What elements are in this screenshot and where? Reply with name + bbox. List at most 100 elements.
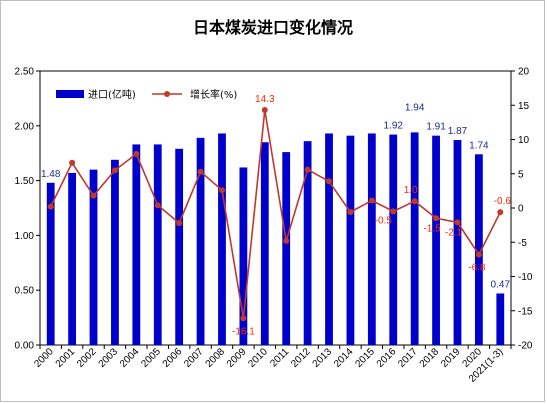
point-2003 bbox=[111, 167, 118, 174]
bar-2005 bbox=[153, 144, 162, 345]
point-2020 bbox=[475, 251, 482, 258]
x-tick-label: 2002 bbox=[75, 346, 99, 370]
point-2014 bbox=[347, 209, 354, 216]
right-tick-label: 0 bbox=[518, 204, 524, 215]
x-tick-label: 2010 bbox=[246, 346, 270, 370]
bar-data-labels: 1.48 1.921.941.91 1.871.74 0.47 bbox=[41, 102, 510, 290]
line-label-2010: 14.3 bbox=[255, 94, 275, 105]
bar-label-2019: 1.87 bbox=[448, 126, 468, 137]
left-tick-label: 1.00 bbox=[15, 231, 35, 242]
bar-label-2021(1-3): 0.47 bbox=[491, 279, 511, 290]
bar-2011 bbox=[282, 152, 291, 345]
x-tick-label: 2006 bbox=[161, 346, 185, 370]
bar-label-2020: 1.74 bbox=[469, 140, 489, 151]
bar-2000 bbox=[46, 182, 55, 345]
x-tick-label: 2019 bbox=[439, 346, 463, 370]
growth-rate-line bbox=[49, 109, 502, 319]
x-tick-label: 2017 bbox=[396, 346, 420, 370]
bar-2001 bbox=[68, 172, 77, 345]
x-tick-label: 2007 bbox=[182, 346, 206, 370]
left-tick-label: 2.50 bbox=[15, 67, 35, 78]
bar-2013 bbox=[325, 133, 333, 345]
point-2016 bbox=[390, 208, 397, 215]
bar-series bbox=[46, 132, 505, 345]
line-label-2016: -0.5 bbox=[375, 215, 393, 226]
point-2000 bbox=[47, 203, 54, 210]
plot-background bbox=[39, 70, 512, 346]
x-tick-label: 2003 bbox=[97, 346, 121, 370]
line-label-2021(1-3): -0.6 bbox=[494, 196, 512, 207]
point-2013 bbox=[326, 178, 333, 185]
bar-2019 bbox=[453, 140, 462, 345]
plot-area bbox=[39, 70, 512, 346]
point-2019 bbox=[454, 219, 461, 226]
line-series bbox=[47, 107, 504, 322]
right-y-axis: -20 -15 -10 -5 0 5 10 15 20 bbox=[511, 67, 533, 352]
point-2018 bbox=[433, 215, 440, 222]
point-2004 bbox=[133, 150, 140, 157]
x-tick-label: 2013 bbox=[311, 346, 335, 370]
left-y-axis: 0.00 0.50 1.00 1.50 2.00 2.50 bbox=[15, 67, 40, 352]
left-tick-label: 2.00 bbox=[15, 121, 35, 132]
point-2007 bbox=[197, 168, 204, 175]
left-tick-label: 1.50 bbox=[15, 176, 35, 187]
point-2010 bbox=[261, 107, 268, 114]
point-2006 bbox=[176, 220, 183, 227]
x-tick-label: 2008 bbox=[204, 346, 228, 370]
x-tick-label: 2001 bbox=[54, 346, 78, 370]
line-label-2018: -1.5 bbox=[423, 223, 441, 234]
bar-2021(1-3) bbox=[496, 293, 505, 345]
point-2008 bbox=[218, 187, 225, 194]
x-tick-label: 2009 bbox=[225, 346, 249, 370]
point-2017 bbox=[411, 198, 418, 205]
x-tick-label: 2011 bbox=[268, 346, 291, 369]
line-label-2017: 1.0 bbox=[404, 185, 418, 196]
x-tick-label: 2016 bbox=[375, 346, 399, 370]
x-tick-label: 2015 bbox=[353, 346, 377, 370]
x-axis: 2000200120022003200420052006200720082009… bbox=[32, 345, 512, 385]
point-2015 bbox=[368, 197, 375, 204]
x-tick-label: 2005 bbox=[139, 346, 163, 370]
point-2005 bbox=[154, 202, 161, 209]
bar-2006 bbox=[175, 148, 184, 345]
x-tick-label: 2014 bbox=[332, 346, 356, 370]
bar-2020 bbox=[474, 154, 483, 345]
bar-2012 bbox=[303, 141, 312, 345]
legend-line-label: 增长率(%) bbox=[190, 88, 237, 101]
left-tick-label: 0.00 bbox=[15, 341, 35, 352]
x-tick-label: 2018 bbox=[418, 346, 442, 370]
bar-2009 bbox=[239, 167, 248, 345]
point-2002 bbox=[90, 192, 97, 199]
bar-2014 bbox=[346, 135, 355, 345]
left-tick-label: 0.50 bbox=[15, 286, 35, 297]
right-tick-label: 10 bbox=[518, 135, 530, 146]
legend-line-marker bbox=[164, 91, 170, 97]
right-tick-label: 15 bbox=[518, 101, 530, 112]
right-tick-label: 20 bbox=[518, 67, 530, 78]
point-2009 bbox=[240, 315, 247, 322]
legend-bar-label: 进口(亿吨) bbox=[88, 88, 136, 101]
bar-label-2017: 1.94 bbox=[405, 102, 425, 113]
point-2001 bbox=[69, 159, 76, 166]
bar-2017 bbox=[410, 132, 419, 345]
legend: 进口(亿吨) 增长率(%) bbox=[56, 88, 237, 101]
line-label-2009: -16.1 bbox=[232, 326, 255, 337]
bar-2016 bbox=[389, 134, 398, 345]
legend-bar-swatch bbox=[56, 90, 84, 98]
bar-2010 bbox=[260, 142, 269, 345]
bar-2004 bbox=[132, 144, 141, 345]
bar-2015 bbox=[367, 133, 376, 345]
bar-2007 bbox=[196, 137, 205, 345]
line-label-2019: -2.1 bbox=[445, 227, 463, 238]
bar-label-2016: 1.92 bbox=[384, 121, 404, 132]
line-label-2020: -6.8 bbox=[468, 263, 486, 274]
right-tick-label: -20 bbox=[518, 341, 533, 352]
line-data-labels: -16.1 14.3 -0.5 1.0 -1.5 -2.1 -6.8 -0.6 bbox=[232, 94, 511, 337]
point-2011 bbox=[283, 237, 290, 244]
chart-title: 日本煤炭进口变化情况 bbox=[193, 18, 353, 37]
point-2012 bbox=[304, 166, 311, 173]
right-tick-label: -10 bbox=[518, 272, 533, 283]
bar-2018 bbox=[432, 135, 440, 345]
x-tick-label: 2004 bbox=[118, 346, 142, 370]
